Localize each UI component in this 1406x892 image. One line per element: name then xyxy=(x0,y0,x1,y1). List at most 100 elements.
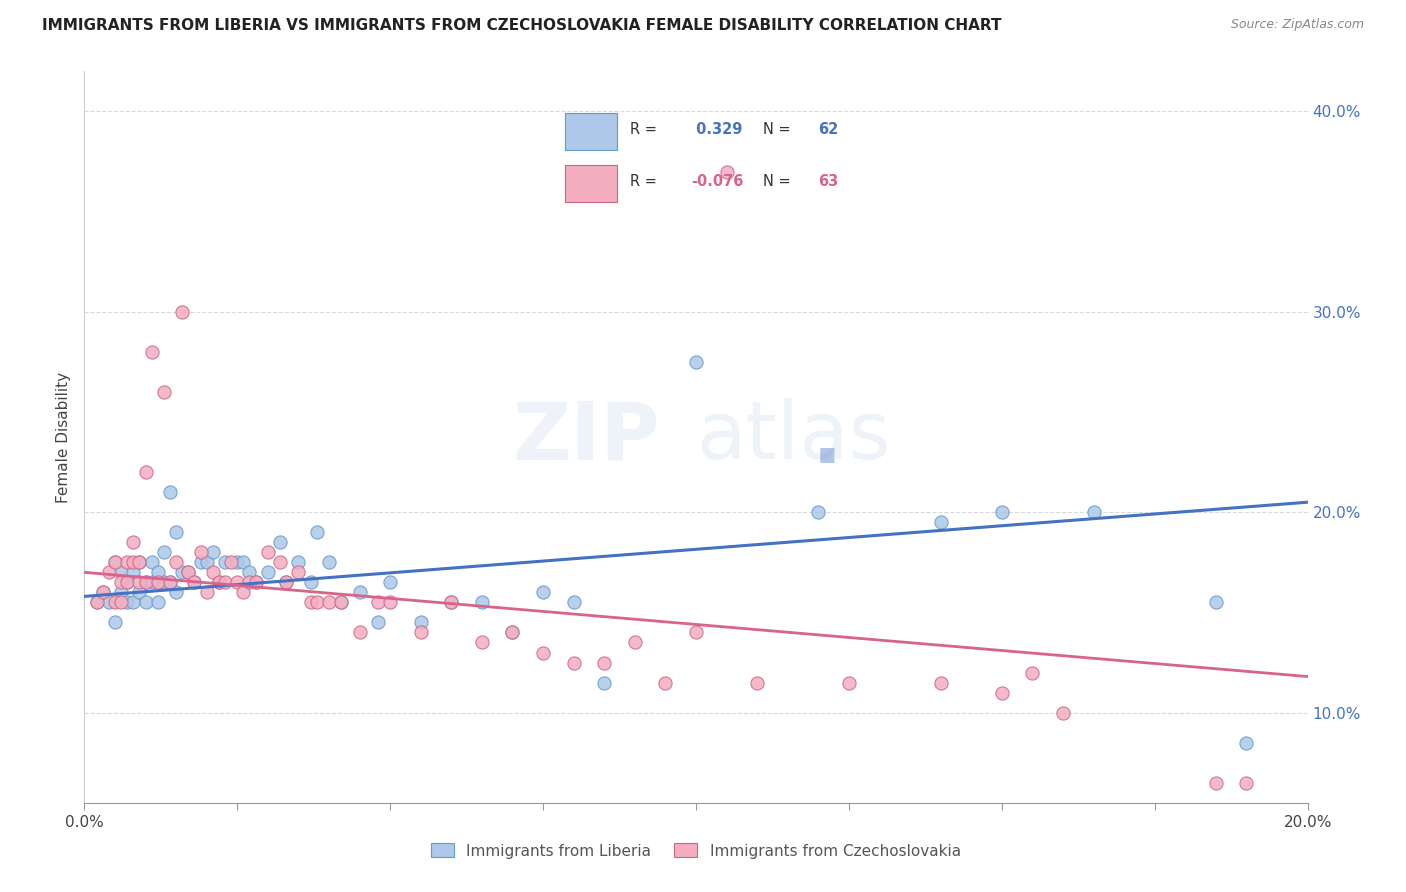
Point xyxy=(1052,706,1074,720)
Point xyxy=(257,566,280,580)
Point xyxy=(245,575,267,590)
Point xyxy=(135,465,157,479)
Text: .: . xyxy=(813,401,842,480)
Point xyxy=(172,566,194,580)
Point xyxy=(104,555,127,569)
Point xyxy=(115,555,138,569)
Point xyxy=(110,585,132,599)
Point xyxy=(153,545,176,559)
Point xyxy=(367,595,389,609)
Point xyxy=(115,595,138,609)
Point xyxy=(110,595,132,609)
Point xyxy=(97,595,120,609)
Point xyxy=(305,525,328,540)
Point xyxy=(1205,776,1227,790)
Point xyxy=(276,575,298,590)
Point xyxy=(685,625,707,640)
Point xyxy=(471,595,494,609)
Point xyxy=(380,595,402,609)
Point xyxy=(593,656,616,670)
Point xyxy=(122,555,145,569)
Point xyxy=(409,625,432,640)
Point xyxy=(409,615,432,630)
Point xyxy=(624,635,647,649)
Point xyxy=(183,575,205,590)
Point xyxy=(110,566,132,580)
Point xyxy=(172,305,194,319)
Text: atlas: atlas xyxy=(696,398,890,476)
Point xyxy=(115,575,138,590)
Point xyxy=(269,535,291,549)
Point xyxy=(153,384,176,399)
Point xyxy=(135,575,157,590)
Point xyxy=(257,545,280,559)
Point xyxy=(141,555,163,569)
Point xyxy=(562,595,585,609)
Point xyxy=(104,615,127,630)
Point xyxy=(330,595,353,609)
Point xyxy=(195,555,218,569)
Point xyxy=(593,675,616,690)
Point xyxy=(104,595,127,609)
Point xyxy=(122,595,145,609)
Point xyxy=(1236,736,1258,750)
Point xyxy=(531,646,554,660)
Point xyxy=(380,575,402,590)
Point xyxy=(122,535,145,549)
Legend: Immigrants from Liberia, Immigrants from Czechoslovakia: Immigrants from Liberia, Immigrants from… xyxy=(425,838,967,864)
Point xyxy=(269,555,291,569)
Point xyxy=(122,566,145,580)
Point xyxy=(128,585,150,599)
Point xyxy=(232,585,254,599)
Point xyxy=(86,595,108,609)
Point xyxy=(195,585,218,599)
Point xyxy=(165,555,187,569)
Point xyxy=(531,585,554,599)
Point xyxy=(562,656,585,670)
Point xyxy=(367,615,389,630)
Point xyxy=(929,675,952,690)
Point xyxy=(232,555,254,569)
Point xyxy=(318,555,340,569)
Point xyxy=(299,595,322,609)
Point xyxy=(349,625,371,640)
Point xyxy=(287,555,309,569)
Point xyxy=(141,345,163,359)
Point xyxy=(318,595,340,609)
Point xyxy=(190,555,212,569)
Point xyxy=(159,575,181,590)
Point xyxy=(146,566,169,580)
Point xyxy=(91,585,114,599)
Point xyxy=(1083,505,1105,519)
Text: Source: ZipAtlas.com: Source: ZipAtlas.com xyxy=(1230,18,1364,31)
Point xyxy=(177,566,200,580)
Point xyxy=(91,585,114,599)
Point xyxy=(159,485,181,500)
Point xyxy=(159,575,181,590)
Text: IMMIGRANTS FROM LIBERIA VS IMMIGRANTS FROM CZECHOSLOVAKIA FEMALE DISABILITY CORR: IMMIGRANTS FROM LIBERIA VS IMMIGRANTS FR… xyxy=(42,18,1001,33)
Point xyxy=(226,575,249,590)
Point xyxy=(276,575,298,590)
Point xyxy=(929,515,952,529)
Point xyxy=(440,595,463,609)
Point xyxy=(238,575,260,590)
Point xyxy=(214,555,236,569)
Point xyxy=(226,555,249,569)
Point xyxy=(183,575,205,590)
Point xyxy=(654,675,676,690)
Point xyxy=(685,355,707,369)
Point xyxy=(214,575,236,590)
Point xyxy=(128,555,150,569)
Point xyxy=(177,566,200,580)
Point xyxy=(110,575,132,590)
Point xyxy=(104,555,127,569)
Point xyxy=(135,575,157,590)
Y-axis label: Female Disability: Female Disability xyxy=(56,371,72,503)
Point xyxy=(502,625,524,640)
Point xyxy=(299,575,322,590)
Point xyxy=(1205,595,1227,609)
Point xyxy=(330,595,353,609)
Point xyxy=(201,545,224,559)
Point xyxy=(146,595,169,609)
Point xyxy=(135,595,157,609)
